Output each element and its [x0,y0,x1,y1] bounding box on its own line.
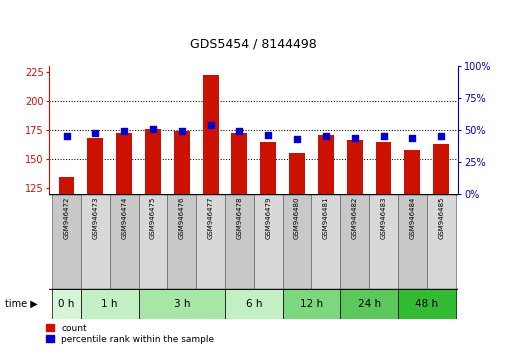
Bar [398,194,427,289]
Point [62,133,70,139]
Text: GSM946481: GSM946481 [323,197,329,239]
Point [379,133,387,139]
Text: 1 h: 1 h [102,299,118,309]
Text: 0 h: 0 h [59,299,75,309]
Text: GSM946478: GSM946478 [236,197,242,239]
Bar [347,141,363,194]
Bar [203,75,219,194]
Text: GSM946483: GSM946483 [381,197,386,239]
Point [178,129,186,134]
Text: GSM946485: GSM946485 [438,197,444,239]
Text: GSM946472: GSM946472 [64,197,69,239]
Text: 12 h: 12 h [300,299,323,309]
Bar [88,138,103,194]
Bar [52,289,81,319]
Point [235,129,243,134]
Text: GSM946477: GSM946477 [208,197,213,239]
Text: 6 h: 6 h [246,299,262,309]
Text: GSM946473: GSM946473 [92,197,98,239]
Text: 3 h: 3 h [174,299,190,309]
Bar [81,194,110,289]
Point [293,136,301,142]
Bar [174,131,190,194]
Bar [52,194,81,289]
Point [91,130,99,135]
Bar [81,289,138,319]
Bar [318,135,334,194]
Point [408,135,416,141]
Bar [283,289,340,319]
Point [207,122,215,128]
Bar [369,194,398,289]
Bar [283,194,311,289]
Legend: count, percentile rank within the sample: count, percentile rank within the sample [46,324,214,344]
Bar [405,150,420,194]
Bar [167,194,196,289]
Bar [311,194,340,289]
Point [437,133,445,139]
Point [322,133,330,139]
Bar [340,289,398,319]
Text: 48 h: 48 h [415,299,438,309]
Text: GSM946482: GSM946482 [352,197,358,239]
Bar [398,289,455,319]
Bar [225,194,254,289]
Bar [225,289,283,319]
Text: GSM946484: GSM946484 [409,197,415,239]
Bar [110,194,138,289]
Bar [254,194,283,289]
Bar [340,194,369,289]
Point [351,135,359,141]
Text: GSM946479: GSM946479 [265,197,271,239]
Bar [138,194,167,289]
Text: GDS5454 / 8144498: GDS5454 / 8144498 [191,38,317,51]
Bar [427,194,455,289]
Bar [289,153,305,194]
Text: GSM946480: GSM946480 [294,197,300,239]
Point [120,129,128,134]
Point [264,132,272,138]
Bar [232,133,247,194]
Text: GSM946474: GSM946474 [121,197,127,239]
Bar [138,289,225,319]
Point [149,126,157,132]
Bar [59,177,75,194]
Text: time ▶: time ▶ [5,299,38,309]
Text: GSM946475: GSM946475 [150,197,156,239]
Bar [116,133,132,194]
Text: GSM946476: GSM946476 [179,197,185,239]
Bar [433,144,449,194]
Bar [196,194,225,289]
Bar [261,142,276,194]
Bar [145,129,161,194]
Bar [376,142,392,194]
Text: 24 h: 24 h [357,299,381,309]
